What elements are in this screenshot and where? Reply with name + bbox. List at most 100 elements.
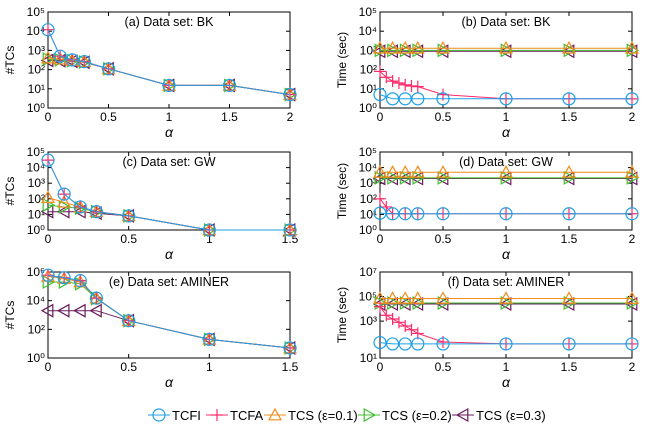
y-tick-label: 10⁴ <box>358 24 377 38</box>
data-point <box>392 77 405 90</box>
data-point <box>73 274 87 288</box>
series-line <box>47 29 291 96</box>
data-point <box>398 40 413 54</box>
y-tick-label: 10¹ <box>360 207 377 221</box>
data-point <box>386 75 399 88</box>
series-TCS_0.3 <box>40 303 296 356</box>
data-point <box>40 303 54 318</box>
x-axis-label: α <box>502 246 511 262</box>
y-tick-label: 10⁰ <box>359 223 377 237</box>
x-axis-label: α <box>502 374 511 390</box>
data-point <box>411 92 425 106</box>
x-tick-label: 0 <box>45 232 52 246</box>
series-TCS_0.2 <box>374 170 640 185</box>
chart-panel-1: 10⁰ 10¹ 10² 10³ 10⁴ 10⁵ 0 0.5 1 1.5 2 α #TCs (a) Data… <box>3 5 298 140</box>
x-axis-label: α <box>165 246 174 262</box>
data-point <box>399 78 412 91</box>
y-tick-label: 10⁰ <box>359 101 377 115</box>
panel-title: (e) Data set: AMINER <box>109 275 229 289</box>
legend: TCFI TCFA TCS (ε=0.1) TCS (ε=0.2) TCS (ε=0.3… <box>148 407 546 423</box>
y-tick-label: 10⁵ <box>359 290 377 304</box>
x-tick-label: 1.5 <box>282 360 299 374</box>
x-axis-label: α <box>165 374 174 390</box>
y-tick-label: 10⁶ <box>27 265 45 279</box>
data-point <box>562 207 576 221</box>
y-tick-label: 10³ <box>360 176 377 190</box>
y-tick-label: 10⁷ <box>359 265 377 279</box>
data-point <box>405 323 418 336</box>
x-tick-label: 0.5 <box>100 110 117 124</box>
data-point <box>122 209 136 223</box>
data-point <box>435 165 451 178</box>
data-point <box>385 165 400 178</box>
series-line <box>47 274 291 349</box>
data-point <box>53 49 67 63</box>
data-point <box>410 40 425 54</box>
panel-title: (c) Data set: GW <box>122 155 215 169</box>
data-point <box>202 332 216 346</box>
data-point <box>89 205 104 219</box>
x-tick-label: 0.5 <box>120 232 137 246</box>
data-point <box>373 335 387 350</box>
data-point <box>387 170 400 185</box>
y-tick-label: 10² <box>360 63 377 77</box>
data-point <box>57 195 72 208</box>
series-TCFA <box>374 192 638 220</box>
y-axis-label: Time (sec) <box>335 163 349 219</box>
x-tick-label: 2 <box>287 110 294 124</box>
legend-item-TCFI: TCFI <box>148 408 201 423</box>
y-tick-label: 10⁵ <box>27 145 45 159</box>
data-point <box>56 303 70 318</box>
data-point <box>562 337 576 351</box>
y-axis-label: Time (sec) <box>335 287 349 343</box>
data-point <box>162 78 176 93</box>
panel-title: (f) Data set: AMINER <box>448 275 565 289</box>
chart-panel-5: 10⁰ 10² 10⁴ 10⁶ 0 0.5 1 1.5 α #TCs (e) Data set: A… <box>3 265 299 390</box>
y-tick-label: 10⁴ <box>26 24 45 38</box>
data-point <box>625 207 639 221</box>
legend-item-TCS_0.2: TCS (ε=0.2) <box>358 407 452 423</box>
x-tick-label: 1 <box>503 110 510 124</box>
data-point <box>436 337 450 351</box>
data-point <box>101 62 116 76</box>
legend-label: TCS (ε=0.2) <box>382 408 452 423</box>
x-tick-label: 2 <box>629 360 636 374</box>
y-axis-label: Time (sec) <box>335 32 349 88</box>
data-point <box>374 170 388 185</box>
data-point <box>374 192 386 205</box>
data-point <box>73 200 87 214</box>
data-point <box>436 207 450 221</box>
y-tick-label: 10⁴ <box>26 294 45 308</box>
y-tick-label: 10¹ <box>28 82 45 96</box>
data-point <box>202 223 216 237</box>
data-point <box>222 78 237 93</box>
data-point <box>53 51 68 65</box>
y-tick-label: 10³ <box>28 176 45 190</box>
panel-title: (a) Data set: BK <box>125 15 215 29</box>
data-point <box>386 337 400 351</box>
data-point <box>40 50 56 64</box>
data-point <box>500 170 514 185</box>
x-tick-label: 1 <box>166 110 173 124</box>
series-TCS_0.1 <box>372 165 640 178</box>
y-tick-label: 10² <box>28 322 45 336</box>
data-point <box>561 165 577 178</box>
x-tick-label: 1.5 <box>221 110 238 124</box>
series-TCS_0.1 <box>372 40 640 54</box>
data-point <box>436 92 450 106</box>
data-point <box>373 206 387 220</box>
y-tick-label: 10² <box>360 192 377 206</box>
data-point <box>89 291 104 305</box>
y-axis-label: #TCs <box>3 301 17 330</box>
data-point <box>410 165 425 178</box>
data-point <box>499 92 513 106</box>
data-point <box>411 337 425 351</box>
data-point <box>411 80 424 93</box>
x-tick-label: 1 <box>206 360 213 374</box>
x-tick-label: 0.5 <box>435 110 452 124</box>
y-tick-label: 10⁵ <box>359 145 377 159</box>
data-point <box>89 303 102 318</box>
y-tick-label: 10¹ <box>28 207 45 221</box>
data-point <box>42 52 56 67</box>
